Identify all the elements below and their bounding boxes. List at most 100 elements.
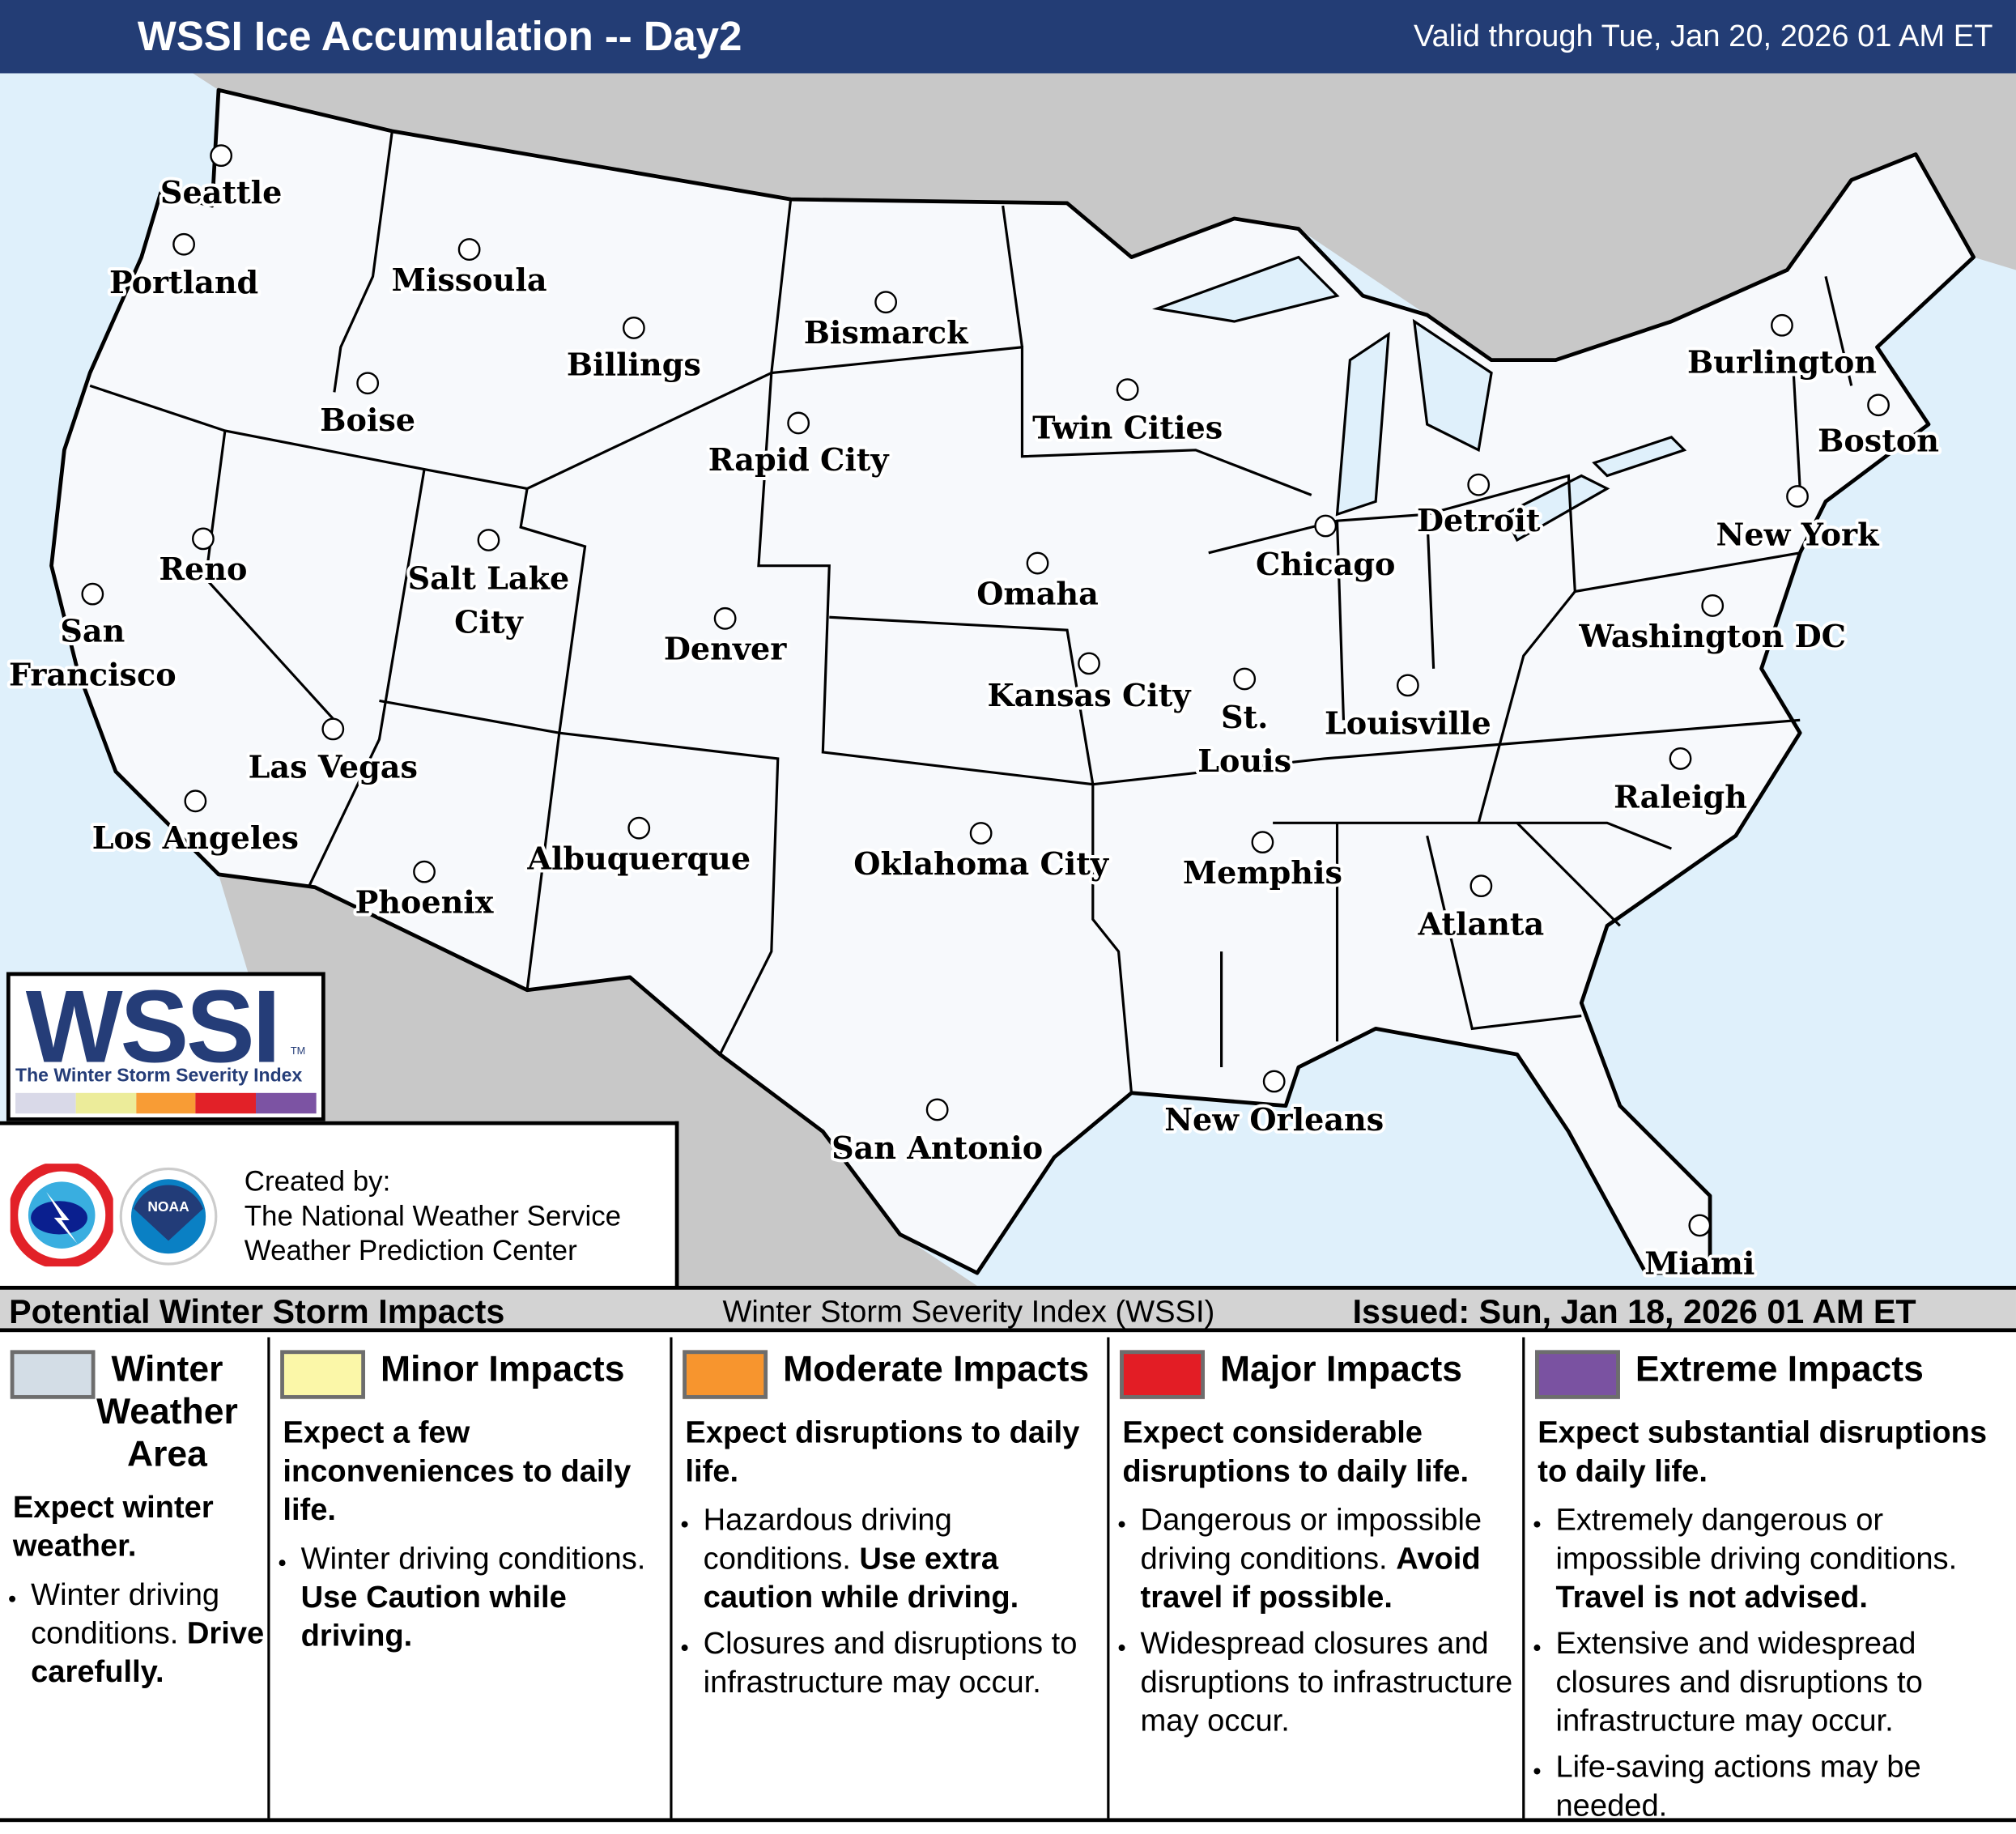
impact-bullet: Extensive and widespread closures and di… (1555, 1625, 2013, 1741)
city-marker-icon (1314, 514, 1338, 538)
city-label: Denver (664, 631, 787, 667)
legend-index-name: Winter Storm Severity Index (WSSI) (722, 1295, 1215, 1330)
city-memphis: Memphis (1180, 831, 1346, 894)
issued-time: Issued: Sun, Jan 18, 2026 01 AM ET (1352, 1291, 1916, 1331)
impact-bullet: Life-saving actions may be needed. (1555, 1749, 2013, 1826)
great-lakes (1151, 255, 1687, 543)
city-label: New Orleans (1164, 1101, 1384, 1138)
city-seattle: Seattle (157, 144, 285, 214)
city-st-louis: St. Louis (1194, 667, 1295, 782)
impact-bullet: Winter driving conditions. Use Caution w… (301, 1540, 668, 1656)
city-marker-icon (1233, 667, 1257, 691)
category-name: Major Impacts (1220, 1348, 1463, 1389)
category-summary: Expect winter weather. (12, 1490, 214, 1564)
city-label: Rapid City (708, 441, 891, 478)
city-billings: Billings (564, 317, 704, 386)
legend-category-winter-weather-area: Winter Weather Area Expect winter weather… (0, 1338, 267, 1819)
city-reno: Reno (155, 527, 250, 590)
city-marker-icon (192, 527, 215, 551)
impact-bullet: Closures and disruptions to infrastructu… (704, 1625, 1104, 1702)
city-markers: Seattle Portland Missoula Billings Bismarck B… (6, 144, 1942, 1285)
city-bismarck: Bismarck (801, 291, 972, 354)
city-san-francisco: San Francisco (6, 582, 180, 696)
city-label: Detroit (1417, 502, 1541, 538)
created-by-label: Created by: (244, 1164, 391, 1198)
credit-wpc: Weather Prediction Center (244, 1234, 577, 1267)
category-name: Extreme Impacts (1635, 1348, 1924, 1389)
city-marker-icon (184, 789, 207, 813)
city-label: Missoula (392, 262, 547, 298)
city-kansas-city: Kansas City (985, 652, 1195, 717)
city-marker-icon (1688, 1214, 1712, 1237)
city-new-orleans: New Orleans (1161, 1070, 1387, 1141)
city-label: Chicago (1256, 546, 1395, 582)
city-marker-icon (1026, 551, 1049, 575)
color-bar-segment (135, 1092, 196, 1114)
category-summary: Expect considerable disruptions to daily… (1122, 1415, 1469, 1489)
city-marker-icon (356, 372, 380, 395)
city-label: Albuquerque (526, 840, 751, 876)
city-label: Louisville (1325, 705, 1491, 742)
city-label: Reno (159, 551, 247, 587)
legend-category-moderate-impacts: Moderate Impacts Expect disruptions to da… (670, 1337, 1107, 1819)
impact-bullet: Winter driving conditions. Drive careful… (31, 1577, 265, 1692)
city-san-antonio: San Antonio (828, 1098, 1046, 1169)
city-marker-icon (172, 232, 195, 256)
city-missoula: Missoula (389, 238, 551, 301)
city-las-vegas: Las Vegas (245, 717, 421, 789)
city-label: San Antonio (831, 1130, 1043, 1166)
city-marker-icon (874, 291, 898, 314)
category-name: Minor Impacts (381, 1348, 625, 1389)
city-louisville: Louisville (1321, 674, 1495, 745)
impact-bullet: Hazardous driving conditions. Use extra … (704, 1502, 1104, 1618)
city-chicago: Chicago (1253, 514, 1398, 585)
city-label: Salt Lake City (408, 560, 570, 640)
city-marker-icon (925, 1098, 949, 1121)
color-bar-segment (195, 1092, 257, 1114)
city-burlington: Burlington (1684, 313, 1880, 383)
city-label: Miami (1644, 1245, 1754, 1282)
city-label: New York (1716, 516, 1881, 552)
city-omaha: Omaha (973, 551, 1102, 615)
city-marker-icon (413, 860, 436, 883)
city-salt-lake-city: Salt Lake City (405, 529, 572, 643)
city-marker-icon (1251, 831, 1274, 854)
city-label: San Francisco (9, 612, 177, 692)
canada-land (0, 73, 2016, 360)
city-marker-icon (622, 317, 645, 339)
city-marker-icon (713, 606, 737, 630)
city-portland: Portland (106, 232, 262, 304)
city-label: Kansas City (988, 677, 1193, 713)
category-name: Moderate Impacts (783, 1348, 1090, 1389)
city-los-angeles: Los Angeles (89, 789, 302, 859)
wssi-logo-text: WSSI (25, 969, 281, 1084)
city-marker-icon (457, 238, 481, 261)
city-label: Billings (567, 347, 701, 383)
city-label: Los Angeles (92, 819, 299, 856)
valid-time: Valid through Tue, Jan 20, 2026 01 AM ET (1413, 19, 1993, 54)
city-label: Atlanta (1418, 905, 1545, 942)
city-marker-icon (1469, 874, 1493, 898)
header-bar: WSSI Ice Accumulation -- Day2 Valid thro… (0, 0, 2016, 74)
legend-category-extreme-impacts: Extreme Impacts Expect substantial disrup… (1522, 1337, 2016, 1823)
city-phoenix: Phoenix (352, 860, 497, 923)
city-marker-icon (787, 411, 810, 435)
city-marker-icon (627, 816, 651, 840)
city-marker-icon (969, 822, 993, 845)
city-miami: Miami (1641, 1214, 1758, 1285)
city-label: Portland (109, 264, 258, 300)
city-marker-icon (1867, 394, 1890, 417)
category-summary: Expect substantial disruptions to daily … (1538, 1415, 1988, 1489)
city-marker-icon (1078, 652, 1100, 675)
credit-nws: The National Weather Service (244, 1199, 622, 1232)
city-twin-cities: Twin Cities (1029, 378, 1226, 449)
category-swatch (10, 1350, 96, 1399)
city-new-york: New York (1713, 485, 1883, 555)
city-label: Memphis (1183, 854, 1342, 891)
city-marker-icon (477, 529, 500, 551)
nws-logo-icon (10, 1164, 113, 1267)
city-raleigh: Raleigh (1610, 747, 1750, 818)
impact-bullet: Dangerous or impossible driving conditio… (1141, 1502, 1520, 1618)
city-label: Washington DC (1578, 618, 1846, 654)
